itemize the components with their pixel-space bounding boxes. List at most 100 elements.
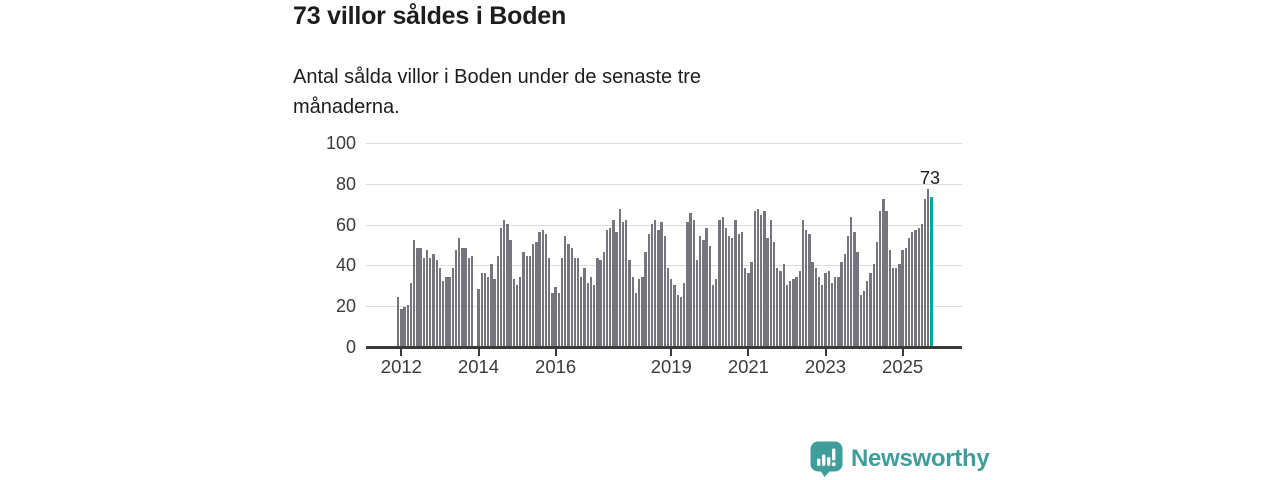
bar	[522, 252, 525, 346]
x-tick-mark	[477, 349, 480, 356]
bar	[605, 229, 609, 346]
bar	[564, 235, 567, 346]
bar	[833, 276, 837, 346]
bar	[467, 258, 471, 346]
x-axis-baseline	[366, 346, 962, 349]
bar	[859, 295, 863, 346]
bar	[660, 221, 663, 346]
x-tick-mark	[554, 349, 557, 356]
bar	[808, 233, 811, 346]
bar	[782, 264, 785, 346]
bar	[811, 262, 814, 346]
bar	[785, 284, 789, 346]
bar	[486, 276, 490, 346]
bar	[621, 221, 625, 346]
bar	[432, 254, 435, 346]
bar	[397, 297, 400, 346]
bar	[869, 272, 872, 346]
bar	[901, 250, 904, 346]
bar	[853, 231, 856, 346]
grid-line	[366, 183, 962, 185]
bar	[438, 268, 442, 346]
bar	[731, 237, 734, 346]
bar	[409, 282, 413, 346]
bar	[734, 219, 737, 346]
bar	[840, 262, 843, 346]
bar	[670, 278, 673, 346]
bar	[850, 217, 853, 346]
bar	[817, 276, 821, 346]
bar	[907, 237, 911, 346]
x-tick-label: 2025	[882, 356, 924, 377]
bar	[792, 278, 795, 346]
y-tick-label: 20	[335, 296, 356, 317]
bar	[824, 272, 827, 346]
bar	[766, 237, 769, 346]
bar	[676, 295, 679, 346]
bar	[413, 239, 416, 346]
x-tick-mark	[824, 349, 827, 356]
bar	[747, 272, 750, 346]
bar	[602, 252, 605, 346]
bar	[641, 276, 644, 346]
bar	[515, 284, 519, 346]
x-tick-label: 2023	[804, 356, 847, 377]
plot-area	[366, 143, 962, 349]
x-tick-label: 2014	[457, 356, 500, 377]
bar	[923, 199, 927, 346]
bar	[557, 292, 560, 346]
chart-subtitle: Antal sålda villor i Boden under de sena…	[293, 66, 702, 118]
bar	[503, 219, 506, 346]
bar	[490, 264, 493, 346]
bar	[830, 282, 834, 346]
bar	[612, 219, 615, 346]
bar	[519, 276, 522, 346]
bar	[821, 284, 824, 346]
bar	[609, 227, 612, 346]
x-tick-label: 2012	[380, 356, 422, 377]
bar	[875, 241, 879, 346]
bar	[477, 288, 480, 346]
bar	[878, 211, 882, 346]
bar	[493, 278, 496, 346]
bar	[872, 264, 875, 346]
bar	[483, 272, 487, 346]
bar	[737, 233, 740, 346]
x-tick-label: 2021	[727, 356, 769, 377]
bar	[448, 276, 451, 346]
bar	[422, 258, 426, 346]
bar	[461, 248, 464, 346]
bar	[509, 239, 512, 346]
bar	[416, 248, 419, 346]
bar	[480, 272, 483, 346]
bar	[580, 276, 583, 346]
bar	[795, 276, 798, 346]
bar	[756, 209, 760, 346]
bar	[705, 227, 708, 346]
bar	[506, 223, 509, 346]
bar	[470, 256, 474, 346]
bar-value-annotation: 73	[919, 168, 941, 188]
bar	[776, 268, 779, 346]
x-tick-mark	[747, 349, 750, 356]
grid-line	[366, 143, 962, 144]
bar	[724, 227, 728, 346]
bar	[708, 246, 711, 346]
x-tick-label: 2016	[535, 356, 577, 377]
bar	[702, 239, 705, 346]
bar	[711, 284, 715, 346]
bar	[599, 260, 602, 346]
bar	[654, 219, 657, 346]
y-tick-label: 40	[335, 255, 356, 276]
bar	[538, 231, 541, 346]
bar	[528, 256, 532, 346]
bar	[525, 256, 528, 346]
x-tick-mark	[400, 349, 403, 356]
bar	[692, 219, 695, 346]
bar	[625, 219, 628, 346]
newsworthy-branding: Newsworthy	[810, 441, 990, 477]
bar	[458, 237, 461, 346]
bar	[499, 227, 503, 346]
bar	[846, 235, 850, 346]
